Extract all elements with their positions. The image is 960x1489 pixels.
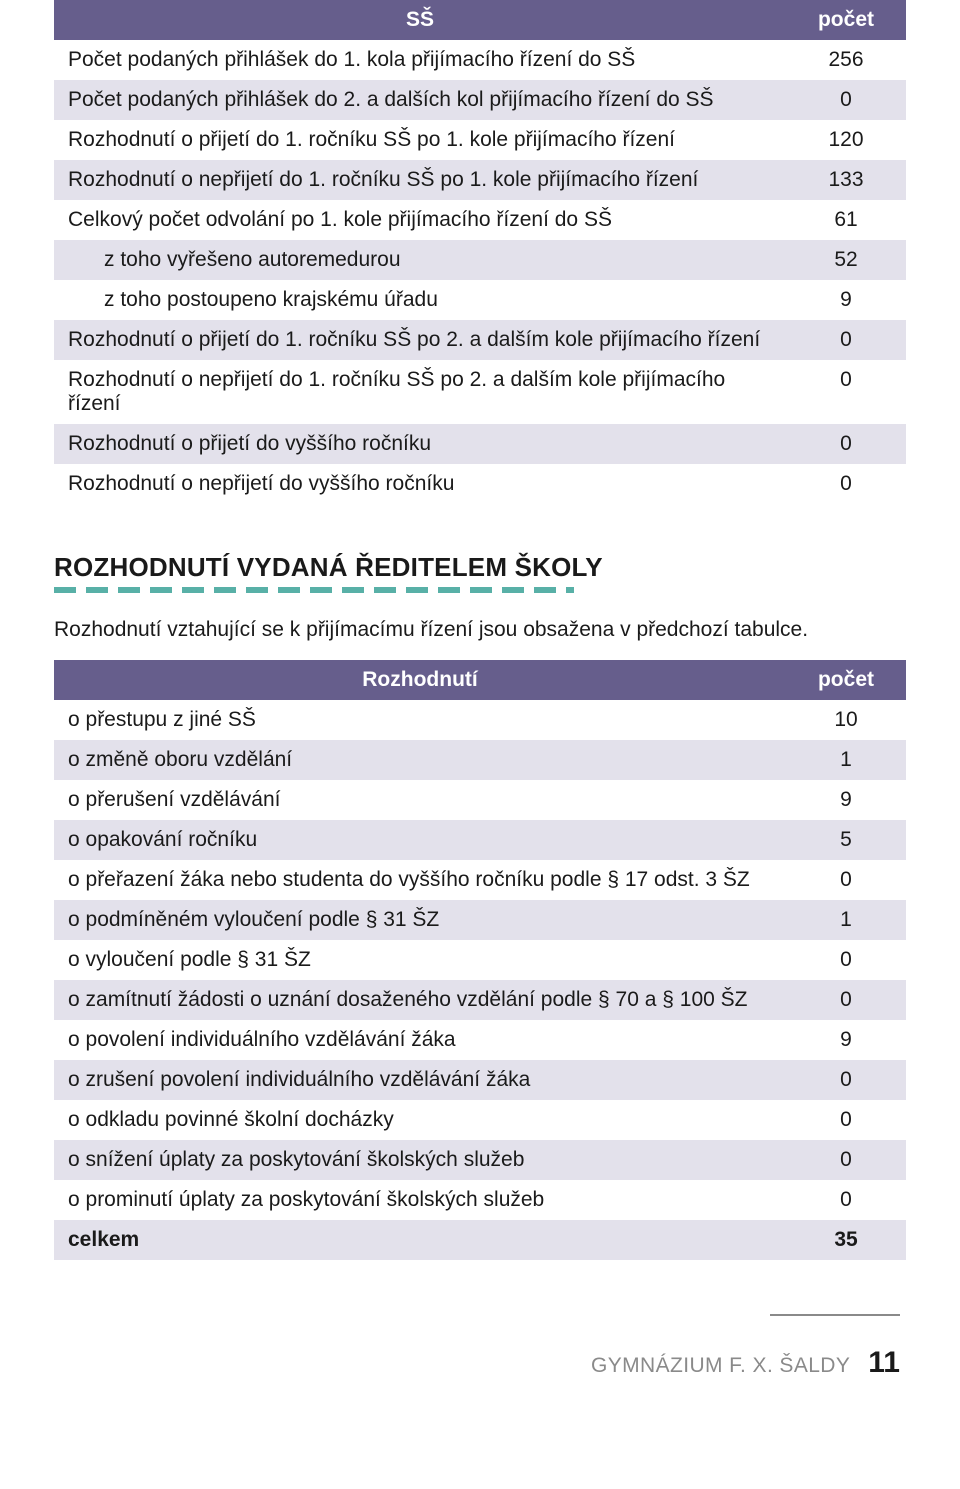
row-value: 0 [786,464,906,504]
row-value: 0 [786,980,906,1020]
row-value: 10 [786,700,906,740]
row-label: o opakování ročníku [54,820,786,860]
footer-label: GYMNÁZIUM F. X. ŠALDY [591,1354,850,1380]
table-row: Počet podaných přihlášek do 1. kola přij… [54,40,906,80]
table-row: o povolení individuálního vzdělávání žák… [54,1020,906,1060]
table-header-row: SŠ počet [54,0,906,40]
table-row: Rozhodnutí o přijetí do 1. ročníku SŠ po… [54,120,906,160]
row-value: 52 [786,240,906,280]
table-row: Rozhodnutí o nepřijetí do 1. ročníku SŠ … [54,360,906,424]
row-label: o přestupu z jiné SŠ [54,700,786,740]
row-value: 61 [786,200,906,240]
table-row: o podmíněném vyloučení podle § 31 ŠZ1 [54,900,906,940]
table-row: Celkový počet odvolání po 1. kole přijím… [54,200,906,240]
row-value: 0 [786,424,906,464]
row-value: 0 [786,1180,906,1220]
row-label: o snížení úplaty za poskytování školskýc… [54,1140,786,1180]
row-value: 9 [786,280,906,320]
row-value: 35 [786,1220,906,1260]
table-row: o snížení úplaty za poskytování školskýc… [54,1140,906,1180]
row-value: 0 [786,940,906,980]
table-row: o změně oboru vzdělání1 [54,740,906,780]
row-label: Rozhodnutí o přijetí do 1. ročníku SŠ po… [54,120,786,160]
table-row: o přeřazení žáka nebo studenta do vyššíh… [54,860,906,900]
row-label: o vyloučení podle § 31 ŠZ [54,940,786,980]
row-value: 0 [786,860,906,900]
row-label: o povolení individuálního vzdělávání žák… [54,1020,786,1060]
row-value: 0 [786,360,906,424]
table-header-right: počet [786,0,906,40]
row-label: celkem [54,1220,786,1260]
dashed-rule [54,587,574,593]
row-value: 120 [786,120,906,160]
row-label: Celkový počet odvolání po 1. kole přijím… [54,200,786,240]
table-row: o zamítnutí žádosti o uznání dosaženého … [54,980,906,1020]
table-row: celkem35 [54,1220,906,1260]
row-value: 0 [786,320,906,360]
table-row: Počet podaných přihlášek do 2. a dalších… [54,80,906,120]
table-header-right: počet [786,660,906,700]
table-row: Rozhodnutí o přijetí do 1. ročníku SŠ po… [54,320,906,360]
row-label: Rozhodnutí o nepřijetí do 1. ročníku SŠ … [54,360,786,424]
row-label: o přerušení vzdělávání [54,780,786,820]
table-row: o prominutí úplaty za poskytování školsk… [54,1180,906,1220]
table-row: o přerušení vzdělávání9 [54,780,906,820]
row-value: 5 [786,820,906,860]
table-row: o opakování ročníku5 [54,820,906,860]
table-header-left: Rozhodnutí [54,660,786,700]
row-value: 0 [786,1060,906,1100]
row-value: 9 [786,1020,906,1060]
table-row: z toho postoupeno krajskému úřadu9 [54,280,906,320]
table-row: o přestupu z jiné SŠ10 [54,700,906,740]
page-footer: GYMNÁZIUM F. X. ŠALDY 11 [54,1344,906,1380]
row-label: o zrušení povolení individuálního vzdělá… [54,1060,786,1100]
footer-page-number: 11 [868,1346,900,1380]
table-header-row: Rozhodnutí počet [54,660,906,700]
row-value: 9 [786,780,906,820]
admissions-table: SŠ počet Počet podaných přihlášek do 1. … [54,0,906,504]
table-row: Rozhodnutí o přijetí do vyššího ročníku0 [54,424,906,464]
row-label: Rozhodnutí o přijetí do 1. ročníku SŠ po… [54,320,786,360]
section-title: ROZHODNUTÍ VYDANÁ ŘEDITELEM ŠKOLY [54,552,906,583]
row-value: 0 [786,80,906,120]
table-row: Rozhodnutí o nepřijetí do 1. ročníku SŠ … [54,160,906,200]
table-row: o odkladu povinné školní docházky0 [54,1100,906,1140]
section-lead: Rozhodnutí vztahující se k přijímacímu ř… [54,615,906,644]
row-label: Rozhodnutí o nepřijetí do 1. ročníku SŠ … [54,160,786,200]
row-label: Rozhodnutí o nepřijetí do vyššího ročník… [54,464,786,504]
row-label: o odkladu povinné školní docházky [54,1100,786,1140]
row-value: 0 [786,1140,906,1180]
row-label: Rozhodnutí o přijetí do vyššího ročníku [54,424,786,464]
footer-separator [770,1314,900,1316]
row-label: Počet podaných přihlášek do 1. kola přij… [54,40,786,80]
row-value: 0 [786,1100,906,1140]
table-row: Rozhodnutí o nepřijetí do vyššího ročník… [54,464,906,504]
table-header-left: SŠ [54,0,786,40]
row-value: 1 [786,900,906,940]
row-value: 1 [786,740,906,780]
table-row: z toho vyřešeno autoremedurou52 [54,240,906,280]
row-label: o změně oboru vzdělání [54,740,786,780]
row-label: z toho postoupeno krajskému úřadu [54,280,786,320]
row-label: Počet podaných přihlášek do 2. a dalších… [54,80,786,120]
page: SŠ počet Počet podaných přihlášek do 1. … [0,0,960,1420]
table-row: o zrušení povolení individuálního vzdělá… [54,1060,906,1100]
table-row: o vyloučení podle § 31 ŠZ0 [54,940,906,980]
row-value: 256 [786,40,906,80]
decisions-table: Rozhodnutí počet o přestupu z jiné SŠ10o… [54,660,906,1260]
row-label: o zamítnutí žádosti o uznání dosaženého … [54,980,786,1020]
row-label: o podmíněném vyloučení podle § 31 ŠZ [54,900,786,940]
row-label: o přeřazení žáka nebo studenta do vyššíh… [54,860,786,900]
row-value: 133 [786,160,906,200]
row-label: o prominutí úplaty za poskytování školsk… [54,1180,786,1220]
footer-inner: GYMNÁZIUM F. X. ŠALDY 11 [591,1344,900,1380]
row-label: z toho vyřešeno autoremedurou [54,240,786,280]
